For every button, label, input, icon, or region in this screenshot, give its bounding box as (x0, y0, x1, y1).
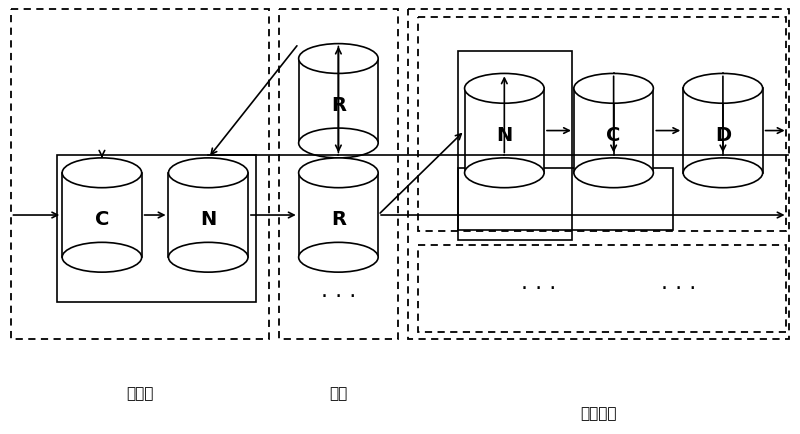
Text: R: R (331, 210, 346, 229)
Ellipse shape (574, 158, 654, 187)
Text: C: C (606, 125, 621, 145)
Ellipse shape (62, 158, 142, 187)
Bar (58, 155, 256, 302)
Text: D: D (715, 125, 731, 145)
Ellipse shape (683, 158, 762, 187)
Bar (683, 89, 762, 173)
Text: R: R (331, 96, 346, 115)
Bar (458, 168, 674, 230)
Text: 网络: 网络 (330, 386, 347, 401)
Ellipse shape (298, 242, 378, 272)
Ellipse shape (298, 128, 378, 158)
Ellipse shape (465, 158, 544, 187)
Bar (10, 10, 269, 339)
Ellipse shape (574, 73, 654, 103)
Text: N: N (200, 210, 216, 229)
Text: N: N (496, 125, 513, 145)
Text: 客户端: 客户端 (126, 386, 154, 401)
Text: · · ·: · · · (321, 287, 356, 307)
Bar (169, 173, 248, 257)
Text: · · ·: · · · (522, 279, 557, 299)
Ellipse shape (298, 158, 378, 187)
Bar (418, 17, 786, 231)
Ellipse shape (169, 158, 248, 187)
Bar (458, 51, 572, 240)
Bar (298, 173, 378, 257)
Text: 存储系统: 存储系统 (581, 406, 617, 421)
Bar (465, 89, 544, 173)
Ellipse shape (62, 242, 142, 272)
Ellipse shape (169, 242, 248, 272)
Text: · · ·: · · · (661, 279, 696, 299)
Ellipse shape (465, 73, 544, 103)
Ellipse shape (683, 73, 762, 103)
Bar (62, 173, 142, 257)
Text: C: C (94, 210, 109, 229)
Bar (408, 10, 790, 339)
Bar (574, 89, 654, 173)
Bar (418, 245, 786, 332)
Ellipse shape (298, 43, 378, 73)
Bar (298, 59, 378, 143)
Bar (278, 10, 398, 339)
